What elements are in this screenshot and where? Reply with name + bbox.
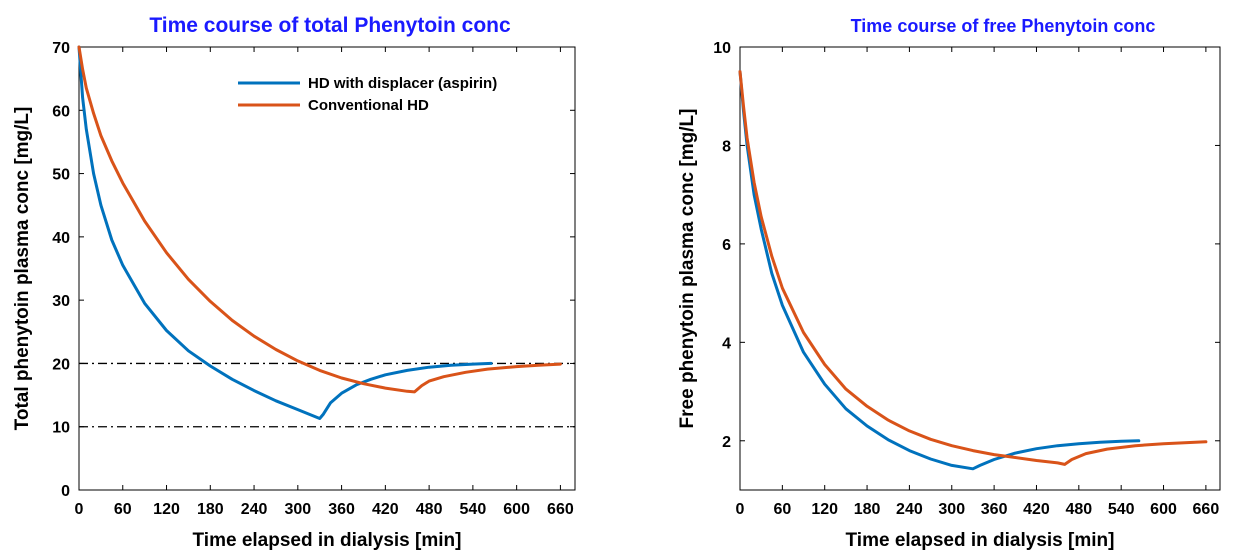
plot-area-border — [78, 46, 576, 491]
x-tick-label: 540 — [1108, 501, 1135, 518]
x-tick-label: 120 — [811, 501, 838, 518]
x-tick-label: 540 — [460, 501, 487, 518]
x-tick-label: 60 — [114, 501, 132, 518]
y-tick-label: 40 — [52, 230, 70, 247]
x-tick-label: 420 — [1023, 501, 1050, 518]
x-tick-label: 600 — [503, 501, 530, 518]
y-tick-label: 10 — [713, 40, 731, 57]
x-axis-label: Time elapsed in dialysis [min] — [846, 530, 1115, 551]
chart-panel-2: 0 60 120 180 240 300 360 420 480 540 600 660 2 4 6 8 10 T… — [677, 16, 1221, 551]
y-tick-label: 6 — [722, 237, 731, 254]
x-tick-label: 300 — [284, 501, 311, 518]
x-tick-label: 420 — [372, 501, 399, 518]
x-tick-label: 120 — [153, 501, 180, 518]
chart-panel-1: 0 60 120 180 240 300 360 420 480 540 600 660 0 10 20 30… — [12, 14, 576, 551]
x-tick-label: 600 — [1150, 501, 1177, 518]
series-line-2 — [738, 70, 1208, 466]
x-tick-label: 480 — [1065, 501, 1092, 518]
y-tick-label: 8 — [722, 138, 731, 155]
series-line-1 — [738, 70, 1141, 471]
x-tick-label: 60 — [773, 501, 791, 518]
x-tick-label: 360 — [981, 501, 1008, 518]
x-tick-label: 240 — [241, 501, 268, 518]
y-tick-label: 30 — [52, 293, 70, 310]
chart-title: Time course of total Phenytoin conc — [149, 14, 511, 37]
y-tick-label: 0 — [61, 483, 70, 500]
y-tick-label: 50 — [52, 167, 70, 184]
legend-label: HD with displacer (aspirin) — [308, 75, 497, 92]
x-tick-label: 660 — [547, 501, 574, 518]
y-tick-label: 60 — [52, 103, 70, 120]
plot-area-border — [739, 46, 1221, 491]
x-tick-label: 0 — [736, 501, 745, 518]
x-tick-label: 300 — [938, 501, 965, 518]
legend-label: Conventional HD — [308, 97, 429, 114]
legend: HD with displacer (aspirin) Conventional … — [238, 73, 558, 131]
y-tick-label: 4 — [722, 335, 731, 352]
x-tick-label: 480 — [416, 501, 443, 518]
y-tick-label: 70 — [52, 40, 70, 57]
y-tick-label: 2 — [722, 434, 731, 451]
y-axis-label: Total phenytoin plasma conc [mg/L] — [12, 107, 33, 431]
x-tick-label: 180 — [854, 501, 881, 518]
y-tick-label: 10 — [52, 420, 70, 437]
y-tick-label: 20 — [52, 356, 70, 373]
y-axis-label: Free phenytoin plasma conc [mg/L] — [677, 109, 698, 429]
x-tick-label: 0 — [75, 501, 84, 518]
chart-title: Time course of free Phenytoin conc — [851, 16, 1156, 36]
x-tick-label: 240 — [896, 501, 923, 518]
x-tick-label: 660 — [1193, 501, 1220, 518]
series-line-1 — [77, 45, 493, 420]
x-axis-label: Time elapsed in dialysis [min] — [193, 530, 462, 551]
series-line-2 — [77, 45, 562, 394]
x-tick-label: 180 — [197, 501, 224, 518]
x-tick-label: 360 — [328, 501, 355, 518]
